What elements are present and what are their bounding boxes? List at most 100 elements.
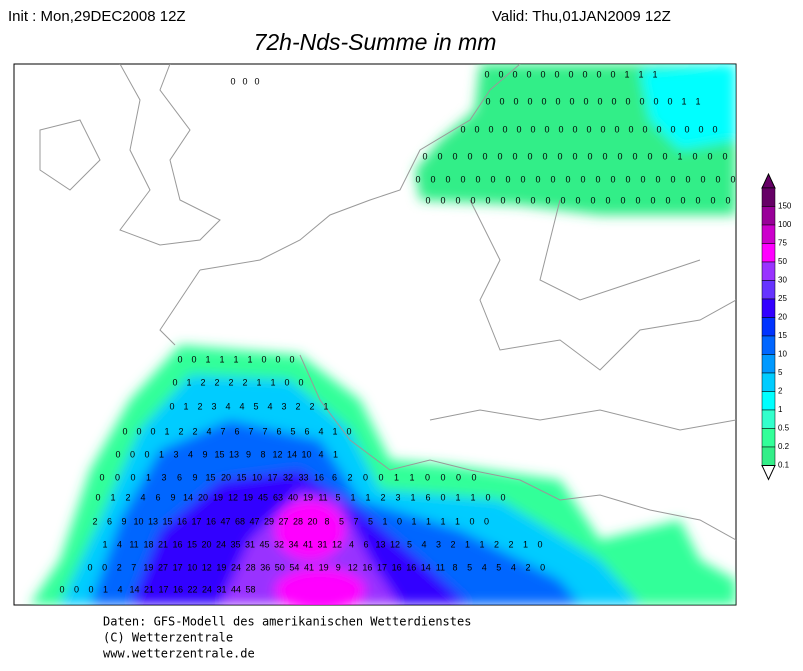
grid-value: 22 [187,584,197,594]
grid-value: 0 [470,195,475,205]
grid-value: 0 [554,69,559,79]
grid-value: 0 [600,124,605,134]
grid-value: 0 [488,124,493,134]
grid-value: 11 [318,492,327,502]
grid-value: 0 [715,174,720,184]
grid-value: 0 [456,472,461,482]
grid-value: 0 [115,449,120,459]
grid-value: 6 [107,516,112,526]
grid-value: 17 [377,562,387,572]
grid-value: 0 [484,516,489,526]
grid-value: 1 [677,151,682,161]
coastlines [39,64,736,541]
grid-value: 10 [301,449,311,459]
value-grid: 0 0 00 0 0 0 0 0 0 0 0 0 1 1 10 0 0 0 0 0 0 0 0 0 0 0 0 0 1 10 0 0 0 0 0 0 0… [59,69,735,594]
grid-value: 9 [121,516,126,526]
grid-value: 0 [540,562,545,572]
grid-value: 4 [421,539,426,549]
grid-value: 0 [95,492,100,502]
grid-value: 7 [248,426,253,436]
grid-value: 4 [117,539,122,549]
grid-value: 1 [470,492,475,502]
grid-value: 0 [692,151,697,161]
grid-value: 1 [219,354,224,364]
grid-value: 1 [681,96,686,106]
grid-value: 19 [303,492,313,502]
grid-value: 0 [572,124,577,134]
grid-value: 8 [452,562,457,572]
grid-value: 1 [382,516,387,526]
grid-value: 0 [640,174,645,184]
grid-value: 0 [526,69,531,79]
grid-value: 0 [582,69,587,79]
grid-value: 0 [497,151,502,161]
grid-value: 0 [530,124,535,134]
colorbar-label: 5 [778,368,783,377]
grid-value: 2 [494,539,499,549]
grid-value: 29 [264,516,274,526]
grid-value: 0 [516,124,521,134]
colorbar-label: 75 [778,239,787,248]
grid-value: 47 [249,516,259,526]
grid-value: 2 [525,562,530,572]
colorbar-tip [761,465,776,481]
grid-value: 0 [527,96,532,106]
grid-value: 1 [624,69,629,79]
grid-value: 6 [155,492,160,502]
footer-line: (C) Wetterzentrale [103,631,233,645]
grid-value: 0 [558,124,563,134]
grid-value: 0 [102,562,107,572]
grid-value: 0 [575,195,580,205]
grid-value: 8 [260,449,265,459]
grid-value: 9 [192,472,197,482]
grid-value: 12 [332,539,342,549]
grid-value: 0 [655,174,660,184]
grid-value: 0 [639,96,644,106]
grid-value: 1 [365,492,370,502]
footer-line: www.wetterzentrale.de [103,647,255,661]
colorbar-label: 2 [778,387,783,396]
grid-value: 4 [140,492,145,502]
grid-value: 0 [452,151,457,161]
grid-value: 0 [542,151,547,161]
grid-value: 1 [247,354,252,364]
grid-value: 33 [298,472,308,482]
grid-value: 1 [102,539,107,549]
grid-value: 0 [502,124,507,134]
grid-value: 0 [602,151,607,161]
grid-value: 0 [700,174,705,184]
grid-value: 1 [523,539,528,549]
grid-value: 0 [628,124,633,134]
grid-value: 35 [230,539,240,549]
grid-value: 28 [246,562,256,572]
grid-value: 0 [513,96,518,106]
grid-value: 0 [425,472,430,482]
grid-value: 0 [569,96,574,106]
grid-value: 2 [117,562,122,572]
colorbar-label: 30 [778,276,787,285]
grid-value: 6 [304,426,309,436]
grid-value: 5 [467,562,472,572]
grid-value: 0 [169,401,174,411]
grid-value: 2 [309,401,314,411]
grid-value: 1 [411,516,416,526]
grid-value: 4 [117,584,122,594]
grid-value: 50 [275,562,285,572]
grid-value: 0 [230,76,235,86]
grid-value: 31 [245,539,255,549]
precip-field [30,64,736,605]
grid-value: 0 [242,76,247,86]
footer-line: Daten: GFS-Modell des amerikanischen Wet… [103,615,471,629]
init-time: Init : Mon,29DEC2008 12Z [8,8,186,25]
grid-value: 0 [482,151,487,161]
grid-value: 0 [474,124,479,134]
grid-value: 17 [158,584,168,594]
grid-value: 0 [535,174,540,184]
grid-value: 0 [656,124,661,134]
grid-value: 9 [202,449,207,459]
grid-value: 20 [201,539,211,549]
grid-value: 19 [216,562,226,572]
grid-value: 0 [469,516,474,526]
grid-value: 2 [214,377,219,387]
grid-value: 0 [254,76,259,86]
